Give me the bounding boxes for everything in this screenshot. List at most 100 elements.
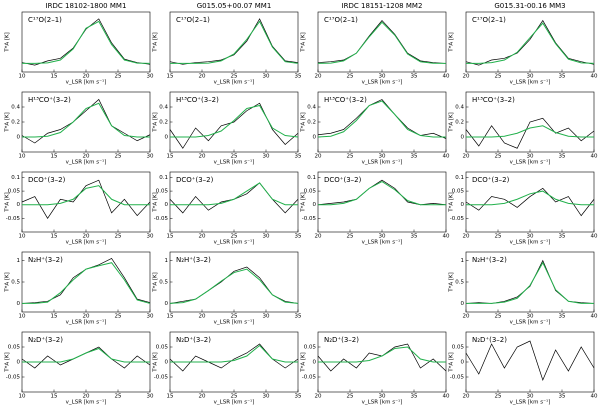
y-tick-label: 0.4 — [11, 105, 20, 111]
x-axis-label: v_LSR [km s⁻¹] — [66, 319, 107, 326]
x-tick-label: 20 — [199, 314, 206, 320]
x-tick-label: 25 — [231, 314, 238, 320]
spectrum-line — [170, 182, 298, 206]
x-tick-label: 25 — [115, 74, 122, 80]
x-tick-label: 40 — [443, 154, 450, 160]
spectrum-line — [317, 99, 447, 139]
y-axis-label: T*A [K] — [153, 32, 159, 53]
spectrum-line — [466, 22, 595, 64]
x-axis-label: v_LSR [km s⁻¹] — [510, 399, 551, 406]
x-tick-label: 15 — [167, 154, 174, 160]
y-tick-label: 1 — [461, 258, 465, 264]
x-tick-label: 25 — [347, 394, 354, 400]
x-tick-label: 25 — [495, 154, 502, 160]
x-axis-label: v_LSR [km s⁻¹] — [214, 159, 255, 166]
y-tick-label: -0.05 — [6, 216, 21, 222]
y-tick-label: 0.05 — [452, 345, 465, 351]
y-tick-label: 0 — [461, 301, 465, 307]
x-tick-label: 40 — [591, 154, 598, 160]
y-tick-label: 0.5 — [159, 280, 168, 286]
y-axis-label: T*A [K] — [301, 112, 307, 133]
x-tick-label: 10 — [19, 234, 26, 240]
x-tick-label: 30 — [527, 234, 534, 240]
x-tick-label: 20 — [83, 154, 90, 160]
x-tick-label: 30 — [379, 154, 386, 160]
panel-label: N₂H⁺(3–2) — [28, 256, 63, 264]
y-tick-label: 0.05 — [156, 345, 169, 351]
y-tick-label: 1 — [165, 258, 169, 264]
x-tick-label: 25 — [347, 234, 354, 240]
x-tick-label: 30 — [263, 74, 270, 80]
y-tick-label: 0 — [165, 360, 169, 366]
y-tick-label: 0 — [461, 202, 465, 208]
panel-label: N₂D⁺(3–2) — [176, 336, 211, 344]
y-axis-label: T*A [K] — [449, 272, 455, 293]
y-tick-label: 0.2 — [307, 120, 316, 126]
panel-label: DCO⁺(3–2) — [176, 176, 214, 184]
y-axis-label: T*A [K] — [449, 192, 455, 213]
spectrum-line — [465, 187, 595, 217]
spectrum-line — [169, 182, 299, 214]
x-tick-label: 25 — [231, 74, 238, 80]
x-axis-label: v_LSR [km s⁻¹] — [214, 79, 255, 86]
panel-label: N₂H⁺(3–2) — [472, 256, 507, 264]
y-axis-label: T*A [K] — [5, 272, 11, 293]
x-tick-label: 20 — [463, 74, 470, 80]
panel-label: C¹⁷O(2–1) — [324, 16, 358, 24]
spectrum-line — [317, 21, 447, 64]
x-axis-label: v_LSR [km s⁻¹] — [510, 239, 551, 246]
y-axis-label: T*A [K] — [5, 192, 11, 213]
x-tick-label: 40 — [443, 394, 450, 400]
x-tick-label: 20 — [199, 74, 206, 80]
spectrum-line — [169, 268, 299, 304]
spectrum-line — [317, 100, 446, 138]
x-tick-label: 20 — [463, 154, 470, 160]
y-tick-label: 0.1 — [307, 175, 316, 181]
x-axis-label: v_LSR [km s⁻¹] — [66, 79, 107, 86]
y-tick-label: -0.05 — [154, 375, 169, 381]
y-tick-label: 0 — [461, 360, 465, 366]
x-tick-label: 10 — [19, 74, 26, 80]
x-tick-label: 30 — [379, 234, 386, 240]
x-tick-label: 20 — [83, 394, 90, 400]
spectrum-line — [21, 18, 151, 66]
x-tick-label: 35 — [559, 314, 566, 320]
y-axis-label: T*A [K] — [449, 32, 455, 53]
y-axis-label: T*A [K] — [5, 112, 11, 133]
spectrum-line — [169, 102, 299, 149]
x-tick-label: 15 — [167, 74, 174, 80]
x-tick-label: 20 — [463, 314, 470, 320]
panel-label: C¹⁷O(2–1) — [472, 16, 506, 24]
panel-label: N₂D⁺(3–2) — [28, 336, 63, 344]
y-tick-label: 0 — [461, 135, 465, 141]
x-tick-label: 25 — [115, 314, 122, 320]
x-axis-label: v_LSR [km s⁻¹] — [66, 159, 107, 166]
x-tick-label: 15 — [167, 234, 174, 240]
x-tick-label: 35 — [559, 234, 566, 240]
y-tick-label: 0 — [165, 135, 169, 141]
y-tick-label: 0.1 — [455, 175, 464, 181]
y-tick-label: 0 — [17, 202, 21, 208]
x-tick-label: 20 — [315, 154, 322, 160]
spectrum-line — [318, 346, 446, 363]
spectrum-line — [21, 346, 151, 369]
spectrum-line — [170, 344, 298, 363]
spectrum-line — [22, 262, 151, 304]
panel-label: N₂D⁺(3–2) — [472, 336, 507, 344]
x-tick-label: 15 — [51, 394, 58, 400]
x-axis-label: v_LSR [km s⁻¹] — [362, 399, 403, 406]
x-axis-label: v_LSR [km s⁻¹] — [362, 159, 403, 166]
x-tick-label: 20 — [315, 234, 322, 240]
x-tick-label: 10 — [19, 154, 26, 160]
y-tick-label: 0 — [17, 360, 21, 366]
x-tick-label: 40 — [591, 74, 598, 80]
panel-label: DCO⁺(3–2) — [28, 176, 66, 184]
x-axis-label: v_LSR [km s⁻¹] — [510, 79, 551, 86]
x-tick-label: 15 — [51, 234, 58, 240]
x-tick-label: 30 — [527, 314, 534, 320]
y-tick-label: 0.05 — [156, 189, 169, 195]
x-tick-label: 25 — [495, 314, 502, 320]
y-tick-label: 0.4 — [455, 105, 464, 111]
y-axis-label: T*A [K] — [301, 32, 307, 53]
